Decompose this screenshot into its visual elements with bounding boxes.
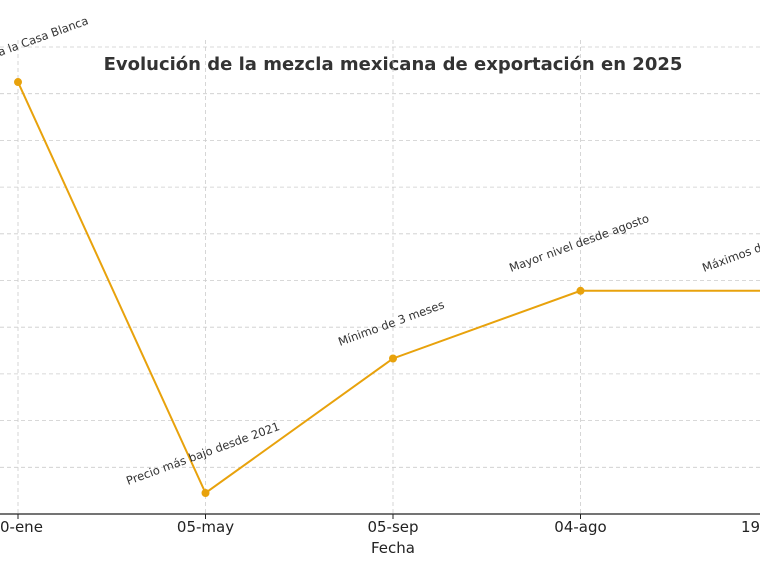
data-point — [389, 354, 397, 363]
annotation-label: sa a la Casa Blanca — [0, 13, 90, 64]
data-point — [201, 488, 210, 497]
annotation-label: Máximos d — [700, 240, 760, 274]
x-tick-label: 05-sep — [367, 518, 418, 536]
x-tick-label: 0-ene — [0, 518, 43, 536]
annotation-label: Mínimo de 3 meses — [336, 297, 446, 348]
x-tick-label: 04-ago — [554, 518, 606, 536]
annotations: sa a la Casa Blanca Precio más bajo desde… — [0, 13, 760, 487]
grid — [0, 40, 760, 514]
series-line — [17, 81, 760, 495]
x-axis-label: Fecha — [371, 539, 415, 557]
annotation-label: Precio más bajo desde 2021 — [124, 419, 281, 488]
data-point — [14, 78, 22, 87]
data-point — [576, 286, 585, 295]
x-tick-label: 19 — [741, 518, 760, 536]
x-tick-label: 05-may — [177, 518, 234, 536]
series-polyline — [17, 81, 760, 495]
x-ticks: 0-ene 05-may 05-sep 04-ago 19 — [0, 514, 760, 536]
data-points — [14, 78, 585, 497]
annotation-label: Mayor nivel desde agosto — [507, 211, 651, 275]
